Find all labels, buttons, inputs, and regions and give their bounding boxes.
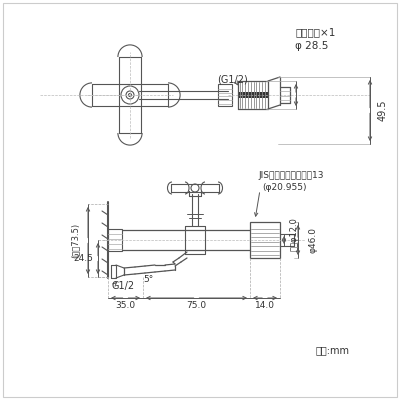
Text: φ 28.5: φ 28.5 — [295, 41, 328, 51]
Text: φ46.0: φ46.0 — [308, 227, 317, 253]
Text: 35.0: 35.0 — [116, 302, 136, 310]
Text: G1/2: G1/2 — [112, 281, 135, 291]
Bar — [238, 92, 268, 98]
Text: 内径φ12.0: 内径φ12.0 — [290, 217, 299, 251]
Text: 49.5: 49.5 — [378, 100, 388, 121]
Text: (G1/2): (G1/2) — [217, 75, 247, 85]
Bar — [218, 84, 232, 106]
Text: 14.0: 14.0 — [255, 302, 275, 310]
Bar — [108, 229, 122, 251]
Text: 75.0: 75.0 — [186, 302, 206, 310]
Text: ネジ口金×1: ネジ口金×1 — [295, 27, 335, 37]
Text: (φ20.955): (φ20.955) — [262, 184, 306, 192]
Text: 5°: 5° — [143, 276, 153, 284]
Text: JIS給水栓取付ねじ３13: JIS給水栓取付ねじ３13 — [258, 170, 324, 180]
Bar — [250, 222, 280, 258]
Text: (最大73.5): (最大73.5) — [71, 223, 80, 258]
Text: 24.5: 24.5 — [73, 254, 93, 263]
Text: 単位:mm: 単位:mm — [316, 345, 350, 355]
